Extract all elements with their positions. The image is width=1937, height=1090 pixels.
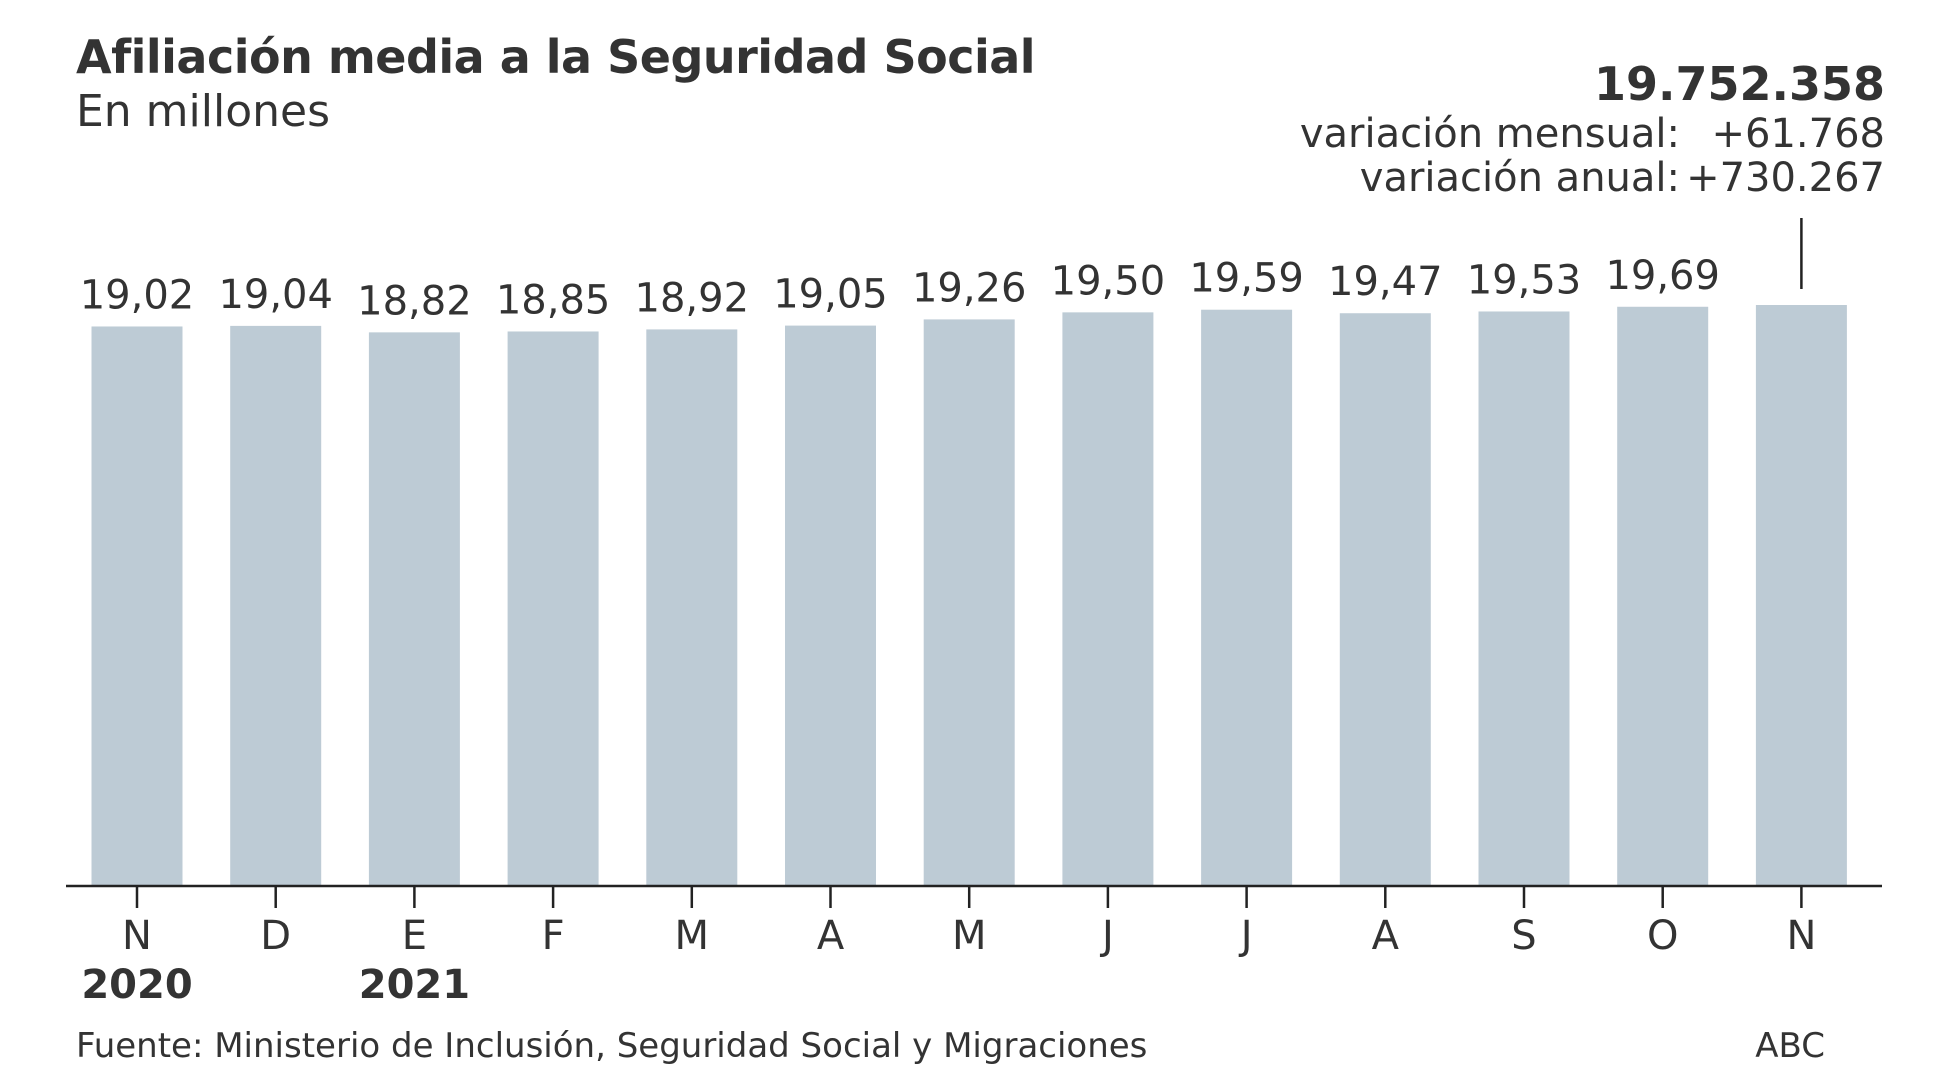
publisher-logo-text: ABC [1755,1026,1825,1066]
bar [1339,313,1431,887]
year-label: 2020 [81,962,192,1008]
bar-value-label: 18,82 [357,278,472,324]
bar-value-label: 19,53 [1467,257,1582,303]
annual-variation-value: +730.267 [1686,155,1885,201]
bar-value-label: 19,50 [1051,258,1166,304]
x-tick-label: J [1238,913,1253,959]
bar-value-label: 18,85 [496,277,611,323]
monthly-variation-value: +61.768 [1711,111,1885,157]
bar [785,325,876,886]
bar [91,326,183,886]
x-tick-label: O [1647,913,1678,959]
annual-variation-label: variación anual: [1359,155,1680,201]
chart-subtitle: En millones [76,86,331,137]
bar-value-label: 19,69 [1605,253,1720,299]
x-tick-label: N [122,913,152,959]
x-tick-label: A [817,913,845,959]
bar [1201,309,1293,886]
bar-value-label: 19,59 [1189,256,1304,302]
bar-value-label: 19,47 [1328,259,1443,305]
x-tick-label: D [260,913,291,959]
bar-value-label: 19,02 [80,272,195,318]
bar [1755,305,1847,886]
bar [368,332,460,886]
bar [1062,312,1154,886]
bar-value-label: 19,26 [912,265,1027,311]
x-tick-label: N [1786,913,1816,959]
x-tick-label: S [1511,913,1536,959]
bar [507,331,599,886]
x-tick-label: M [675,913,710,959]
x-tick-label: F [542,913,565,959]
highlight-panel: 19.752.358 variación mensual: +61.768 var… [1300,56,1885,200]
bar [1478,311,1570,886]
annual-variation-row: variación anual: +730.267 [1300,156,1885,200]
monthly-variation-row: variación mensual: +61.768 [1300,112,1885,156]
bar [230,325,322,886]
x-tick-label: E [402,913,427,959]
bar [646,329,738,886]
x-tick-label: M [952,913,987,959]
bar-value-label: 19,05 [773,272,888,318]
x-tick-label: A [1372,913,1400,959]
source-note: Fuente: Ministerio de Inclusión, Segurid… [76,1026,1148,1066]
x-tick-label: J [1099,913,1114,959]
year-label: 2021 [359,962,470,1008]
bar [1617,306,1709,886]
monthly-variation-label: variación mensual: [1299,111,1680,157]
bar-value-label: 19,04 [218,272,333,318]
highlight-total: 19.752.358 [1593,57,1885,111]
bar [923,319,1015,886]
bar-value-label: 18,92 [635,275,750,321]
chart-title: Afiliación media a la Seguridad Social [76,30,1036,84]
